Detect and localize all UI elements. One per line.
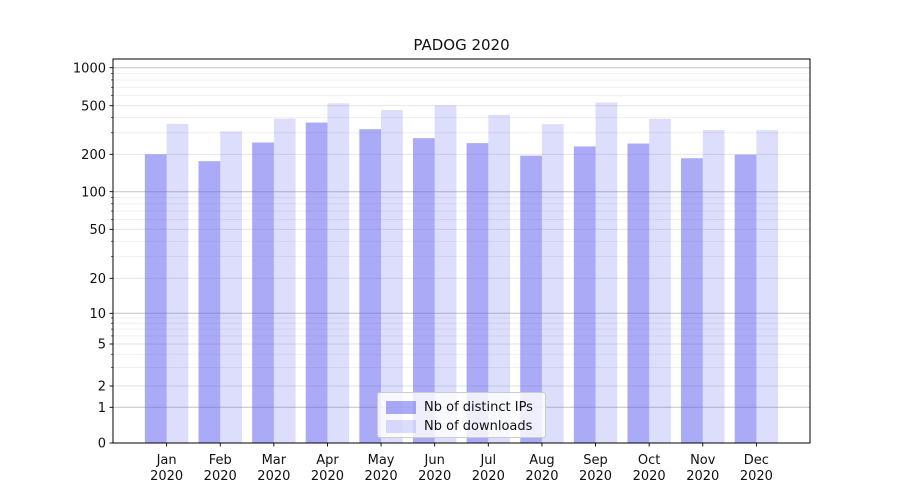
bar-jan-distinct-ips bbox=[144, 154, 167, 444]
x-tick-label-year: 2020 bbox=[365, 469, 398, 484]
bar-nov-distinct-ips bbox=[681, 158, 703, 443]
legend-swatch-downloads bbox=[386, 419, 416, 433]
bar-jul-distinct-ips bbox=[466, 143, 489, 444]
bar-mar-distinct-ips bbox=[252, 142, 274, 443]
chart-title: PADOG 2020 bbox=[413, 36, 510, 54]
x-tick-label-month: Jul bbox=[479, 453, 496, 468]
y-tick-label: 1 bbox=[98, 401, 106, 416]
bar-feb-distinct-ips bbox=[198, 161, 221, 443]
y-tick-label: 50 bbox=[89, 223, 106, 238]
bar-feb-downloads bbox=[220, 131, 242, 443]
bar-sep-downloads bbox=[595, 102, 618, 443]
x-tick-label-month: Jun bbox=[424, 453, 445, 468]
x-tick-label-year: 2020 bbox=[311, 469, 344, 484]
bar-oct-downloads bbox=[649, 118, 671, 443]
y-tick-label: 10 bbox=[89, 307, 106, 322]
y-tick-label: 200 bbox=[81, 148, 106, 163]
x-tick-label-year: 2020 bbox=[472, 469, 505, 484]
x-tick-label-month: Sep bbox=[583, 453, 608, 468]
x-tick-label-month: Nov bbox=[690, 453, 716, 468]
y-tick-label: 5 bbox=[98, 338, 106, 353]
bar-sep-distinct-ips bbox=[573, 146, 596, 444]
x-tick-label-year: 2020 bbox=[633, 469, 666, 484]
bar-apr-distinct-ips bbox=[305, 122, 328, 443]
x-tick-label-year: 2020 bbox=[257, 469, 290, 484]
x-tick-label-month: Apr bbox=[316, 453, 339, 468]
bar-may-distinct-ips bbox=[359, 129, 382, 443]
y-tick-label: 100 bbox=[81, 185, 106, 200]
bar-apr-downloads bbox=[327, 103, 350, 443]
x-tick-label-year: 2020 bbox=[204, 469, 237, 484]
bar-dec-distinct-ips bbox=[734, 154, 757, 443]
x-tick-label-year: 2020 bbox=[686, 469, 719, 484]
x-tick-label-year: 2020 bbox=[740, 469, 773, 484]
y-tick-label: 1000 bbox=[73, 61, 106, 76]
x-tick-label-year: 2020 bbox=[579, 469, 612, 484]
y-tick-label: 500 bbox=[81, 99, 106, 114]
bar-aug-downloads bbox=[541, 124, 564, 444]
x-tick-label-month: Aug bbox=[529, 453, 554, 468]
bar-jan-downloads bbox=[166, 123, 189, 443]
legend: Nb of distinct IPs Nb of downloads bbox=[377, 392, 546, 438]
bar-oct-distinct-ips bbox=[627, 143, 650, 444]
axes-spines bbox=[112, 58, 811, 444]
x-tick-label-month: Oct bbox=[638, 453, 660, 468]
x-tick-label-month: Jan bbox=[156, 453, 177, 468]
y-tick-label: 20 bbox=[89, 272, 106, 287]
bar-aug-distinct-ips bbox=[520, 155, 542, 443]
x-tick-label-month: Feb bbox=[209, 453, 232, 468]
bar-jun-distinct-ips bbox=[412, 138, 435, 443]
y-tick-label: 2 bbox=[98, 380, 106, 395]
x-tick-label-month: Mar bbox=[262, 453, 287, 468]
x-tick-label-year: 2020 bbox=[525, 469, 558, 484]
legend-label-distinct-ips: Nb of distinct IPs bbox=[424, 399, 533, 415]
x-tick-label-year: 2020 bbox=[150, 469, 183, 484]
bar-jun-downloads bbox=[434, 105, 457, 443]
bar-nov-downloads bbox=[702, 130, 725, 444]
legend-swatch-distinct-ips bbox=[386, 400, 416, 414]
y-tick-label: 0 bbox=[98, 437, 106, 452]
legend-item-downloads: Nb of downloads bbox=[386, 417, 545, 435]
bar-jul-downloads bbox=[488, 114, 511, 443]
legend-item-distinct-ips: Nb of distinct IPs bbox=[386, 398, 545, 416]
x-tick-label-year: 2020 bbox=[418, 469, 451, 484]
legend-label-downloads: Nb of downloads bbox=[424, 418, 533, 434]
bar-may-downloads bbox=[381, 110, 403, 443]
bar-dec-downloads bbox=[756, 130, 779, 443]
x-tick-label-month: May bbox=[368, 453, 395, 468]
bar-mar-downloads bbox=[273, 118, 296, 444]
x-tick-label-month: Dec bbox=[744, 453, 769, 468]
